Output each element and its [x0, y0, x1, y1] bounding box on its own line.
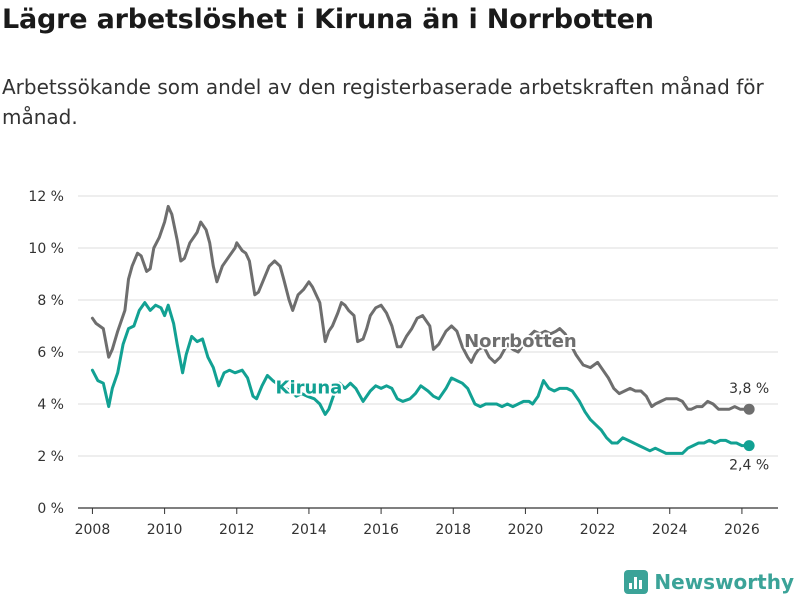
y-tick-label: 4 %: [37, 397, 64, 413]
series-labels: 3,8 % Norrbotten 2,4 % Kiruna: [274, 329, 770, 474]
x-tick-label: 2008: [75, 522, 111, 538]
series-line-kiruna: [90, 301, 751, 455]
series-label-kiruna: Kiruna: [276, 378, 343, 399]
series-line-norrbotten: [90, 204, 751, 411]
page-subtitle: Arbetssökande som andel av den registerb…: [2, 75, 764, 129]
y-tick-label: 12 %: [28, 189, 64, 205]
x-tick-label: 2022: [580, 522, 616, 538]
gridlines: [78, 195, 778, 509]
end-marker-norrbotten: [743, 403, 755, 415]
x-tick-label: 2020: [508, 522, 544, 538]
x-tick-label: 2014: [291, 522, 327, 538]
x-tick-label: 2024: [652, 522, 688, 538]
end-label-norrbotten: 3,8 %: [729, 381, 769, 397]
series-label-norrbotten: Norrbotten: [464, 331, 577, 352]
y-tick-label: 8 %: [37, 293, 64, 309]
y-tick-label: 10 %: [28, 241, 64, 257]
brand-logo[interactable]: Newsworthy: [624, 570, 794, 594]
x-tick-label: 2026: [724, 522, 760, 538]
end-label-kiruna: 2,4 %: [729, 458, 769, 474]
x-tick-label: 2012: [219, 522, 255, 538]
page-title: Lägre arbetslöshet i Kiruna än i Norrbot…: [2, 4, 654, 35]
x-tick-label: 2016: [363, 522, 399, 538]
y-tick-label: 0 %: [37, 501, 64, 517]
bar-chart-icon: [624, 570, 649, 594]
x-tick-label: 2010: [147, 522, 183, 538]
axes: 0 % 2 % 4 % 6 % 8 % 10 % 12 % 2008 2010 2012 2014 2…: [28, 189, 759, 538]
x-tick-label: 2018: [435, 522, 471, 538]
y-tick-label: 2 %: [37, 449, 64, 465]
end-marker-kiruna: [743, 440, 755, 452]
y-tick-label: 6 %: [37, 345, 64, 361]
brand-name: Newsworthy: [654, 570, 794, 594]
series-lines: [90, 204, 755, 455]
